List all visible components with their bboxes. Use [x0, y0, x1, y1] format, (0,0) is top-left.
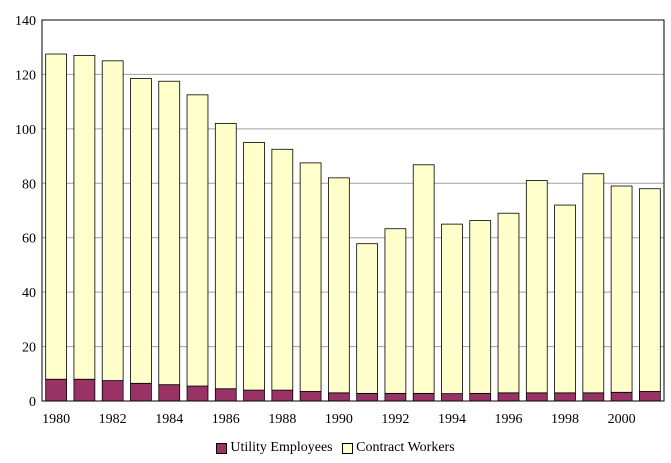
x-tick-label: 1980	[42, 412, 70, 427]
bar-contract-workers	[497, 212, 520, 394]
bar-contract-workers	[130, 78, 152, 384]
x-tick-label: 1994	[438, 412, 466, 427]
bar-utility-employees	[582, 392, 605, 402]
bar-contract-workers	[214, 123, 237, 390]
y-tick-label: 40	[22, 286, 36, 301]
x-tick-label: 1996	[495, 412, 523, 427]
x-tick-label: 1992	[381, 412, 409, 427]
bar-utility-employees	[525, 392, 548, 402]
bar-contract-workers	[45, 53, 68, 380]
legend-label-utility-employees: Utility Employees	[230, 440, 333, 455]
x-tick-label: 1998	[551, 412, 579, 427]
legend-swatch-utility-employees	[216, 442, 228, 454]
bar-contract-workers	[469, 220, 492, 394]
bar-contract-workers	[271, 148, 294, 391]
plot-area-border	[41, 19, 665, 402]
legend-label-contract-workers: Contract Workers	[356, 440, 455, 455]
legend-swatch-contract-workers	[342, 442, 354, 454]
bar-contract-workers	[639, 188, 661, 392]
legend-item-utility-employees: Utility Employees	[216, 440, 333, 456]
bar-contract-workers	[384, 228, 407, 394]
bar-utility-employees	[639, 391, 661, 402]
bar-utility-employees	[469, 392, 492, 402]
bar-contract-workers	[299, 162, 322, 392]
y-tick-label: 0	[29, 395, 36, 410]
y-tick-label: 140	[15, 14, 36, 29]
y-tick-label: 20	[22, 341, 36, 356]
bar-utility-employees	[271, 389, 294, 402]
bar-contract-workers	[582, 173, 605, 394]
bar-contract-workers	[554, 204, 576, 394]
bar-utility-employees	[186, 385, 209, 402]
x-tick-label: 2000	[608, 412, 636, 427]
x-tick-label: 1982	[99, 412, 127, 427]
legend: Utility Employees Contract Workers	[0, 440, 671, 459]
y-axis-tick-labels: 0 20 40 60 80 100 120 140	[15, 14, 36, 410]
bar-utility-employees	[45, 378, 68, 402]
bar-contract-workers	[158, 80, 181, 386]
bar-utility-employees	[497, 392, 520, 402]
x-tick-label: 1986	[212, 412, 240, 427]
bars	[45, 53, 661, 402]
bar-utility-employees	[130, 382, 152, 402]
bar-utility-employees	[554, 392, 576, 402]
x-tick-label: 1990	[325, 412, 353, 427]
bar-utility-employees	[327, 392, 350, 402]
y-tick-label: 80	[22, 177, 36, 192]
bar-utility-employees	[356, 392, 378, 402]
bar-utility-employees	[214, 388, 237, 402]
bar-utility-employees	[441, 393, 463, 402]
x-tick-label: 1988	[268, 412, 296, 427]
bar-contract-workers	[327, 177, 350, 394]
bar-utility-employees	[299, 391, 322, 402]
bar-contract-workers	[525, 180, 548, 394]
y-tick-label: 100	[15, 123, 36, 138]
bar-utility-employees	[158, 384, 181, 402]
x-tick-label: 1984	[155, 412, 183, 427]
y-tick-label: 60	[22, 232, 36, 247]
bar-contract-workers	[610, 185, 633, 393]
plot-frame	[41, 19, 665, 402]
bar-contract-workers	[441, 223, 463, 395]
legend-item-contract-workers: Contract Workers	[342, 440, 455, 456]
bar-contract-workers	[73, 54, 96, 380]
bar-utility-employees	[243, 389, 265, 402]
bar-utility-employees	[73, 378, 96, 402]
bar-utility-employees	[412, 392, 435, 402]
x-axis-tick-labels: 1980 1982 1984 1986 1988 1990 1992 1994 1996 1998…	[42, 412, 635, 427]
bar-contract-workers	[412, 164, 435, 394]
y-tick-label: 120	[15, 68, 36, 83]
bar-contract-workers	[101, 60, 124, 381]
bar-utility-employees	[610, 391, 633, 402]
bar-contract-workers	[186, 94, 209, 387]
bar-utility-employees	[101, 380, 124, 402]
bar-utility-employees	[384, 392, 407, 402]
bar-contract-workers	[356, 243, 378, 394]
bar-contract-workers	[243, 142, 265, 391]
